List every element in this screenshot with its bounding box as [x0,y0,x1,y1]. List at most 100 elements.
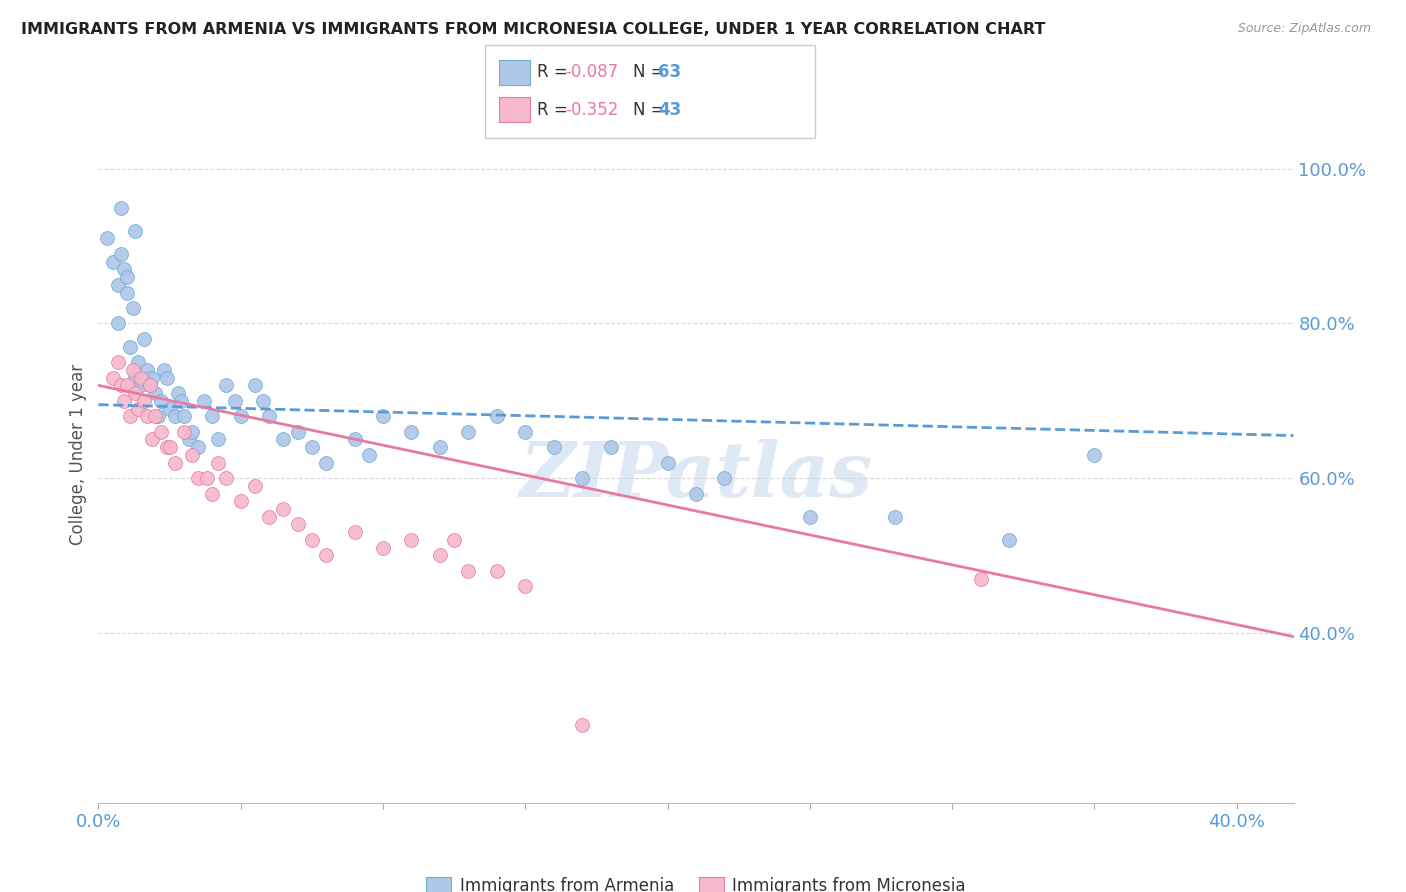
Point [287,517,309,532]
Point [401,533,423,547]
Point [181,425,204,439]
Point [543,440,565,454]
Text: 43: 43 [658,101,682,119]
Point [148,409,170,424]
Point [207,433,229,447]
Point [135,409,157,424]
Point [571,718,593,732]
Point [115,378,138,392]
Point [167,386,190,401]
Point [371,409,394,424]
Text: R =: R = [537,63,574,81]
Y-axis label: College, Under 1 year: College, Under 1 year [69,364,87,546]
Point [138,378,160,392]
Point [141,370,163,384]
Point [127,401,149,416]
Point [165,409,187,424]
Point [132,393,155,408]
Point [429,549,451,563]
Point [101,370,124,384]
Point [112,393,135,408]
Point [215,378,238,392]
Point [301,440,323,454]
Point [143,386,166,401]
Point [173,425,195,439]
Point [141,433,163,447]
Point [998,533,1021,547]
Point [515,425,537,439]
Point [107,355,129,369]
Point [132,332,155,346]
Point [115,285,138,300]
Point [156,370,179,384]
Point [159,401,181,416]
Point [485,409,508,424]
Point [207,456,229,470]
Point [343,525,366,540]
Point [571,471,593,485]
Text: IMMIGRANTS FROM ARMENIA VS IMMIGRANTS FROM MICRONESIA COLLEGE, UNDER 1 YEAR CORR: IMMIGRANTS FROM ARMENIA VS IMMIGRANTS FR… [21,22,1046,37]
Point [150,393,173,408]
Point [315,549,337,563]
Text: R =: R = [537,101,574,119]
Point [343,433,366,447]
Point [110,247,132,261]
Point [215,471,238,485]
Text: -0.087: -0.087 [565,63,619,81]
Text: Source: ZipAtlas.com: Source: ZipAtlas.com [1237,22,1371,36]
Text: N =: N = [633,101,669,119]
Point [170,393,193,408]
Point [1083,448,1105,462]
Point [243,378,266,392]
Point [201,409,224,424]
Point [195,471,218,485]
Point [124,386,146,401]
Point [252,393,274,408]
Point [159,440,181,454]
Text: -0.352: -0.352 [565,101,619,119]
Point [257,509,280,524]
Point [243,479,266,493]
Point [124,370,146,384]
Point [156,440,179,454]
Point [115,270,138,285]
Point [110,378,132,392]
Point [143,409,166,424]
Point [357,448,380,462]
Point [124,224,146,238]
Point [107,277,129,292]
Point [429,440,451,454]
Point [301,533,323,547]
Text: ZIPatlas: ZIPatlas [519,439,873,513]
Point [443,533,465,547]
Point [685,486,707,500]
Point [138,378,160,392]
Point [150,425,173,439]
Point [121,301,143,315]
Point [457,564,479,578]
Point [485,564,508,578]
Point [401,425,423,439]
Point [173,409,195,424]
Text: N =: N = [633,63,669,81]
Point [273,433,295,447]
Point [229,494,252,508]
Point [121,363,143,377]
Point [187,440,209,454]
Point [371,541,394,555]
Point [229,409,252,424]
Point [107,317,129,331]
Point [515,579,537,593]
Point [273,502,295,516]
Point [181,448,204,462]
Point [713,471,735,485]
Point [657,456,679,470]
Point [457,425,479,439]
Point [135,363,157,377]
Point [969,572,991,586]
Point [193,393,215,408]
Point [118,340,141,354]
Point [110,201,132,215]
Point [101,254,124,268]
Point [129,370,152,384]
